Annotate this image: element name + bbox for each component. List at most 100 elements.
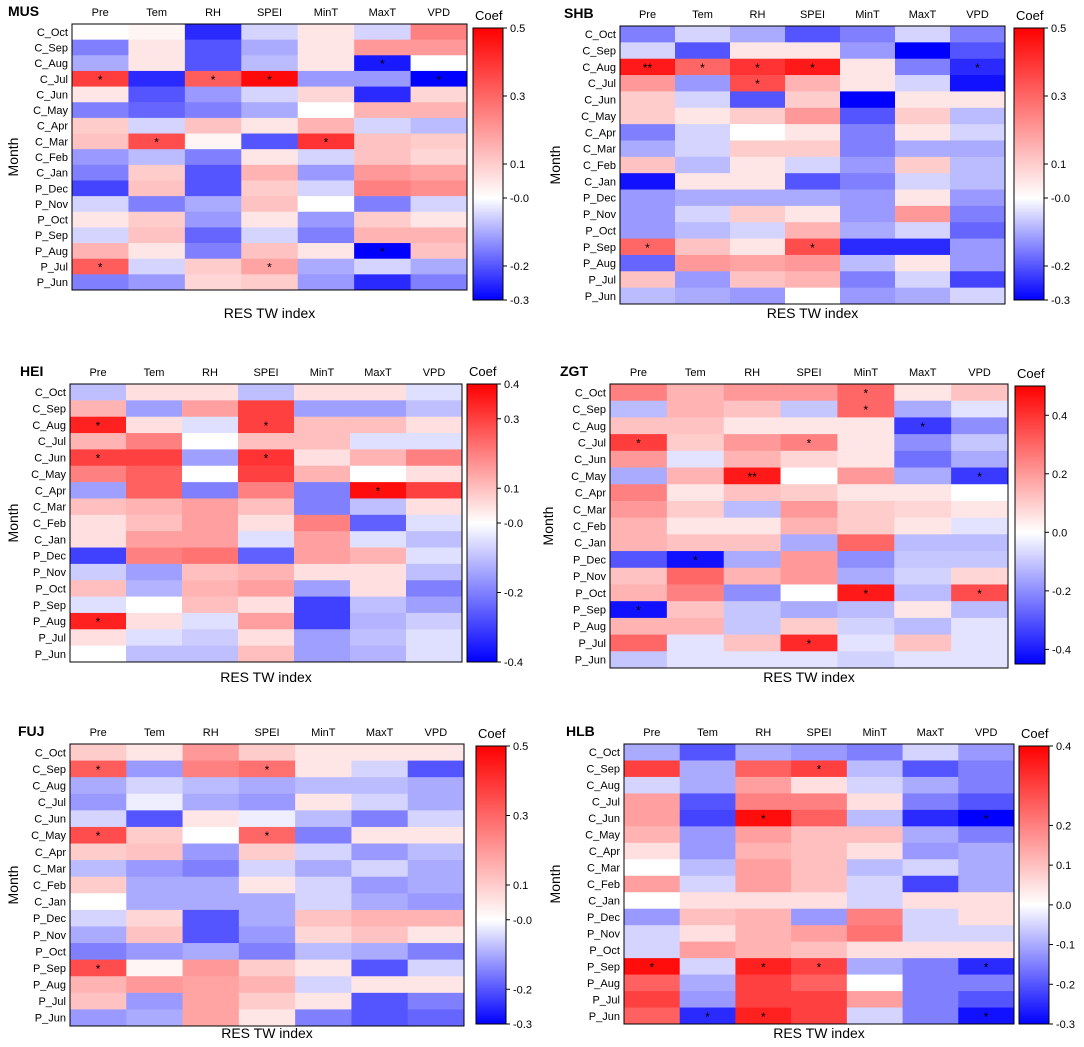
heatmap-cell [350,547,407,565]
heatmap-cell [620,271,676,289]
heatmap-cell [895,189,951,207]
row-label: P_Jun [35,649,66,661]
heatmap-cell [840,107,896,125]
panel-title: FUJ [18,723,44,739]
heatmap-cell [126,777,183,795]
heatmap-cell [902,925,959,943]
heatmap-cell [624,958,681,975]
row-label: C_Mar [33,863,66,875]
heatmap-cell [624,991,681,1008]
heatmap-cell [894,534,952,552]
heatmap-cell [620,42,676,60]
heatmap-cell [620,189,676,207]
row-label: C_May [571,471,606,483]
column-label: RH [744,367,760,379]
heatmap-cell [730,156,786,174]
column-label: MinT [855,9,880,21]
heatmap-cell [735,991,792,1008]
colorbar-title: Coef [478,726,506,741]
colorbar-tick-label: 0.1 [1056,860,1071,872]
heatmap-cell [846,826,903,844]
heatmap-cell [679,842,736,860]
heatmap-cell [238,449,295,467]
heatmap-cell [406,514,463,532]
heatmap-cell [951,434,1009,452]
x-axis-label: RES TW index [221,1025,313,1041]
heatmap-cell [620,156,676,174]
heatmap-cell [624,908,681,926]
heatmap-cell [610,584,668,602]
heatmap-cell [837,417,895,435]
heatmap-cell [126,563,183,581]
heatmap-cell [406,433,463,450]
heatmap-cell [354,70,411,87]
significance-star: * [96,419,101,433]
heatmap-cell [351,893,409,911]
heatmap-cell [675,91,731,109]
significance-star: * [755,61,760,75]
heatmap-cell [350,612,407,630]
heatmap-cell [410,133,468,150]
row-label: C_Sep [586,764,620,776]
heatmap-cell [350,416,407,434]
significance-star: * [807,637,812,651]
heatmap-cell [184,70,242,87]
heatmap-cell [785,124,841,141]
heatmap-cell [610,517,668,535]
row-label: P_Dec [35,183,69,195]
heatmap-cell [840,42,896,60]
heatmap-cell [951,534,1009,552]
heatmap-cell [730,222,786,239]
heatmap-cell [620,254,676,272]
heatmap-cell [182,760,240,778]
heatmap-cell [238,629,295,647]
column-label: MinT [862,727,887,739]
heatmap-cell [666,651,725,669]
heatmap-cell [126,926,183,944]
heatmap-cell [70,876,127,894]
heatmap-cell [840,222,896,239]
heatmap-cell [950,254,1006,272]
significance-star: * [380,245,385,259]
heatmap-cell [780,434,838,452]
heatmap-cell [184,180,242,197]
heatmap-cell [780,517,838,535]
heatmap-cell [723,567,781,585]
heatmap-cell [128,211,186,228]
heatmap-cell [846,809,903,827]
heatmap-cell [70,596,127,614]
row-label: C_Feb [583,160,616,172]
heatmap-cell [238,909,296,927]
panel-zgt: ZGT**** *** *** ***Pre Tem RH SPEI MinT MaxT VPDC… [540,363,1071,685]
row-label: P_Nov [583,209,617,221]
colorbar [472,27,504,301]
column-label: MaxT [369,7,397,19]
heatmap-cell [241,258,299,275]
heatmap-cell [895,222,951,239]
heatmap-cell [840,91,896,109]
heatmap-cell [126,992,183,1010]
heatmap-cell [840,254,896,272]
y-axis-label: Month [5,866,21,905]
heatmap-cell [895,58,951,76]
heatmap-cell [184,164,242,181]
heatmap-cell [780,384,838,402]
heatmap-cell [70,843,127,861]
heatmap-cell [894,500,952,519]
heatmap-cell [951,450,1009,468]
significance-star: * [807,436,812,450]
heatmap-cell [958,859,1015,877]
heatmap-cell [951,634,1009,652]
heatmap-cell [126,860,183,878]
heatmap-cell [238,976,296,994]
heatmap-cell [406,612,463,630]
heatmap-cell [407,793,465,811]
heatmap-cell [126,893,183,911]
heatmap-cell [666,500,725,519]
heatmap-cell [295,926,352,944]
heatmap-cell [950,238,1006,256]
column-label: RH [202,367,218,379]
heatmap-cell [126,793,183,811]
row-label: P_Jun [589,1011,620,1023]
heatmap-cell [895,156,951,174]
